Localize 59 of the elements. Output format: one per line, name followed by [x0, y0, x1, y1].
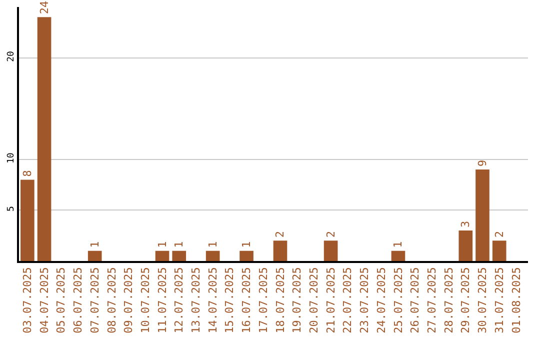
x-tick-label: 15.07.2025 [223, 267, 236, 334]
data-label: 2 [274, 231, 287, 238]
x-tick-label: 14.07.2025 [206, 267, 220, 334]
x-tick-label: 10.07.2025 [138, 267, 152, 334]
x-tick-label: 06.07.2025 [72, 267, 85, 334]
x-tick-label: 28.07.2025 [442, 267, 456, 334]
x-tick-label: 18.07.2025 [274, 267, 287, 334]
bar [391, 250, 406, 261]
x-tick-label: 04.07.2025 [38, 267, 51, 334]
x-tick-label: 20.07.2025 [308, 267, 321, 334]
x-tick-label: 08.07.2025 [105, 267, 118, 334]
x-tick-label: 26.07.2025 [408, 267, 422, 334]
data-label: 2 [324, 231, 338, 238]
bar [240, 250, 254, 261]
x-tick-label: 09.07.2025 [122, 267, 136, 334]
x-tick-label: 22.07.2025 [341, 267, 354, 334]
x-tick-label: 07.07.2025 [88, 267, 102, 334]
x-tick-label: 05.07.2025 [54, 267, 68, 334]
data-label: 8 [20, 170, 34, 177]
bar [206, 250, 220, 261]
x-tick-label: 13.07.2025 [190, 267, 203, 334]
x-tick-label: 25.07.2025 [392, 267, 405, 334]
x-tick-label: 16.07.2025 [240, 267, 254, 334]
data-label: 1 [172, 241, 186, 248]
data-label: 1 [206, 241, 220, 248]
y-tick-label: 5 [6, 206, 17, 212]
x-tick-label: 21.07.2025 [324, 267, 338, 334]
data-label: 24 [38, 0, 51, 14]
x-tick-label: 03.07.2025 [21, 267, 34, 334]
data-label: 9 [476, 160, 489, 167]
bar [476, 170, 490, 261]
data-label: 1 [88, 241, 102, 248]
bar [20, 180, 34, 261]
x-tick-label: 01.08.2025 [510, 267, 523, 334]
bar [273, 240, 288, 261]
x-tick-label: 29.07.2025 [459, 267, 472, 334]
x-tick-label: 24.07.2025 [374, 267, 388, 334]
x-tick-label: 30.07.2025 [476, 267, 490, 334]
bar [155, 250, 170, 261]
data-label: 2 [492, 231, 506, 238]
x-tick-label: 27.07.2025 [426, 267, 439, 334]
x-tick-label: 17.07.2025 [256, 267, 270, 334]
data-label: 3 [459, 220, 472, 228]
x-tick-label: 19.07.2025 [290, 267, 304, 334]
bar [324, 240, 338, 261]
bar [458, 230, 473, 261]
bar [492, 240, 506, 261]
x-tick-label: 31.07.2025 [492, 267, 506, 334]
bar [172, 250, 186, 261]
y-tick-label: 20 [6, 51, 17, 62]
bar [88, 250, 102, 261]
data-label: 1 [392, 241, 405, 248]
x-tick-label: 12.07.2025 [172, 267, 186, 334]
bar [37, 17, 52, 261]
x-tick-label: 23.07.2025 [358, 267, 372, 334]
x-tick-label: 11.07.2025 [156, 267, 169, 334]
data-label: 1 [156, 241, 169, 248]
data-label: 1 [240, 241, 254, 248]
y-tick-label: 10 [6, 152, 17, 164]
